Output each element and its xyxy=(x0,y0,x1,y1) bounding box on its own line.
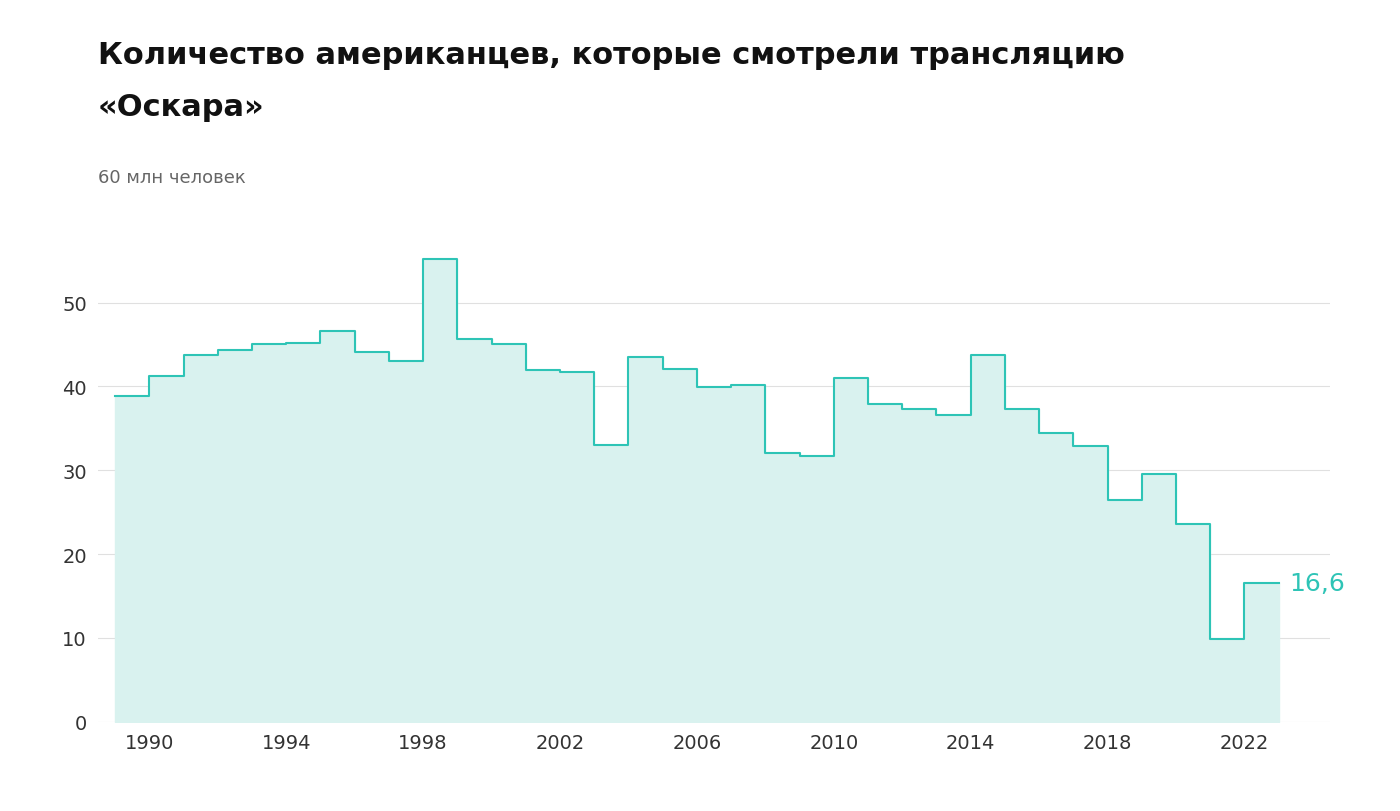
Text: 60 млн человек: 60 млн человек xyxy=(98,169,246,187)
Text: Количество американцев, которые смотрели трансляцию: Количество американцев, которые смотрели… xyxy=(98,41,1124,70)
Text: «Оскара»: «Оскара» xyxy=(98,93,265,122)
Text: 16,6: 16,6 xyxy=(1289,571,1345,594)
